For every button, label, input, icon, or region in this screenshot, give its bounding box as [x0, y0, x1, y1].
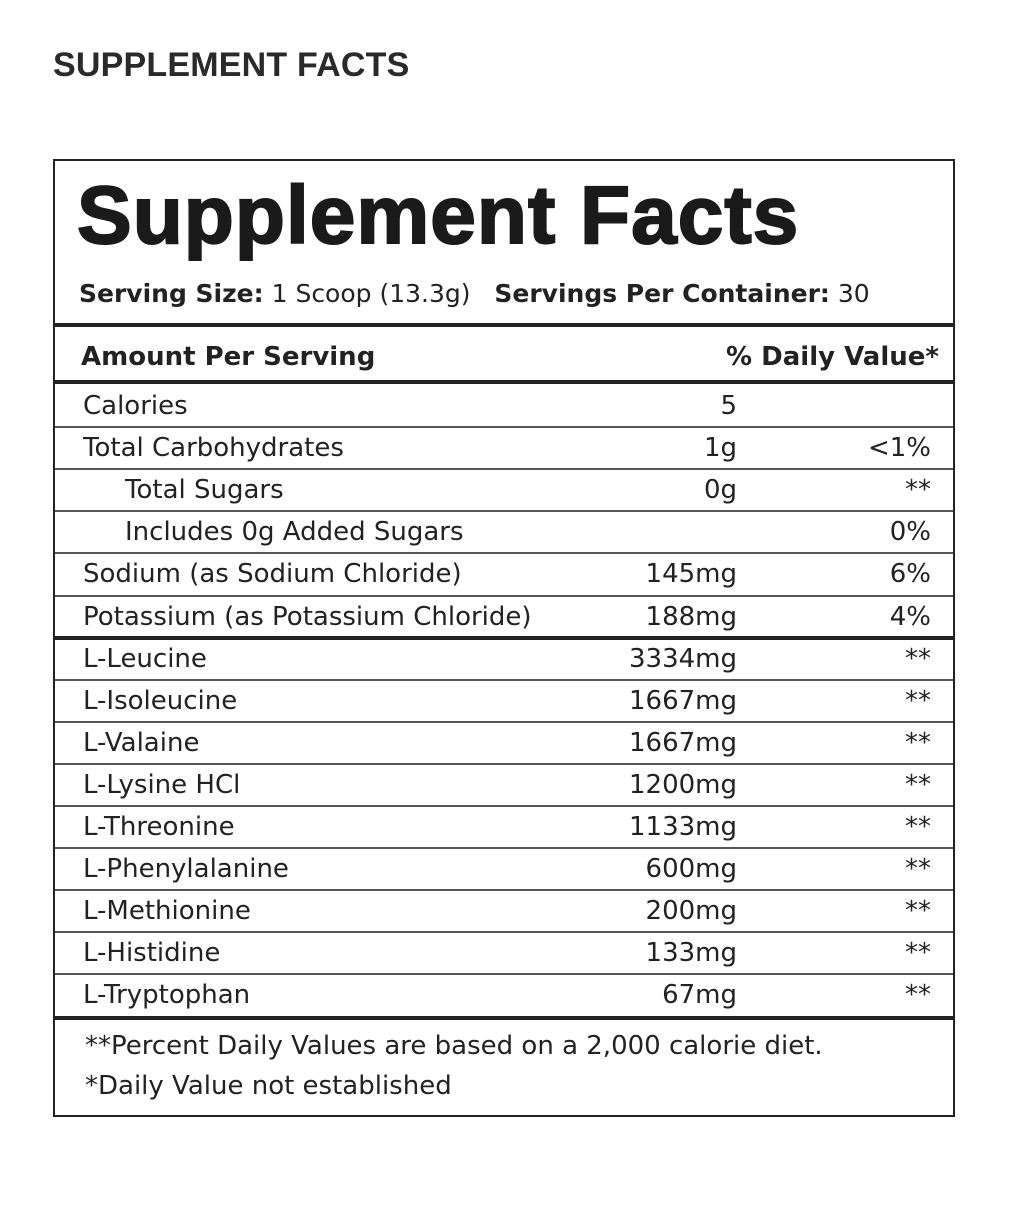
page-title: SUPPLEMENT FACTS — [53, 46, 410, 84]
daily-value: ** — [905, 685, 931, 716]
divider — [55, 1016, 953, 1020]
nutrient-name: L-Phenylalanine — [83, 854, 289, 885]
nutrient-name: L-Lysine HCl — [83, 769, 241, 800]
serving-size-label: Serving Size: — [79, 279, 264, 308]
nutrient-name: Calories — [83, 391, 188, 421]
daily-value: ** — [905, 896, 931, 927]
daily-value: ** — [905, 938, 931, 969]
footnote: *Daily Value not established — [85, 1071, 452, 1101]
divider — [55, 973, 953, 976]
amount: 0g — [703, 475, 737, 506]
daily-value: ** — [905, 643, 931, 674]
nutrient-name: Sodium (as Sodium Chloride) — [83, 559, 462, 590]
label-title: Supplement Facts — [76, 169, 800, 262]
divider — [55, 468, 953, 471]
amount: 67mg — [662, 980, 737, 1011]
amount: 600mg — [645, 854, 737, 885]
nutrient-name: L-Valaine — [83, 727, 200, 758]
nutrient-name: L-Leucine — [83, 643, 207, 674]
amount: 1667mg — [629, 727, 737, 758]
daily-value: 0% — [889, 517, 931, 548]
divider — [55, 510, 953, 513]
daily-value: <1% — [867, 433, 931, 464]
daily-value: ** — [905, 980, 931, 1011]
nutrient-name: L-Tryptophan — [83, 980, 251, 1011]
column-header: % Daily Value* — [726, 342, 939, 372]
serving-info: Serving Size: 1 Scoop (13.3g) Servings P… — [79, 279, 870, 308]
nutrient-name: Includes 0g Added Sugars — [125, 517, 464, 548]
divider — [55, 931, 953, 934]
supplement-label: Supplement Facts Serving Size: 1 Scoop (… — [53, 159, 955, 1117]
divider — [55, 635, 953, 640]
nutrient-name: Total Carbohydrates — [83, 433, 344, 464]
divider — [55, 720, 953, 723]
divider — [55, 552, 953, 555]
daily-value: 4% — [889, 601, 931, 632]
amount: 200mg — [645, 896, 737, 927]
divider — [55, 889, 953, 892]
serving-size: 1 Scoop (13.3g) — [271, 279, 471, 308]
nutrient-name: L-Threonine — [83, 812, 235, 842]
servings: 30 — [837, 279, 870, 308]
footnote: **Percent Daily Values are based on a 2,… — [85, 1031, 823, 1061]
divider — [55, 805, 953, 807]
daily-value: ** — [905, 727, 931, 758]
daily-value: ** — [905, 475, 931, 506]
amount: 5 — [720, 391, 737, 421]
amount: 1667mg — [629, 685, 737, 716]
amount: 1133mg — [629, 812, 737, 842]
amount: 188mg — [645, 601, 737, 632]
amount: 1200mg — [629, 769, 737, 800]
servings-label: Servings Per Container: — [494, 279, 830, 308]
daily-value: ** — [905, 812, 931, 842]
daily-value: 6% — [889, 559, 931, 590]
amount: 133mg — [645, 938, 737, 969]
daily-value: ** — [905, 854, 931, 885]
amount: 1g — [703, 433, 737, 464]
divider — [55, 380, 953, 384]
amount: 3334mg — [629, 643, 737, 674]
daily-value: ** — [905, 769, 931, 800]
nutrient-name: L-Methionine — [83, 896, 251, 927]
nutrient-name: L-Histidine — [83, 938, 221, 969]
nutrient-name: Potassium (as Potassium Chloride) — [83, 601, 532, 632]
amount: 145mg — [645, 559, 737, 590]
divider — [55, 678, 953, 681]
column-header: Amount Per Serving — [81, 342, 376, 372]
divider — [55, 426, 953, 429]
divider — [55, 762, 953, 765]
divider — [55, 847, 953, 850]
divider — [55, 594, 953, 597]
nutrient-name: Total Sugars — [125, 475, 284, 506]
divider — [55, 323, 953, 327]
nutrient-name: L-Isoleucine — [83, 685, 238, 716]
